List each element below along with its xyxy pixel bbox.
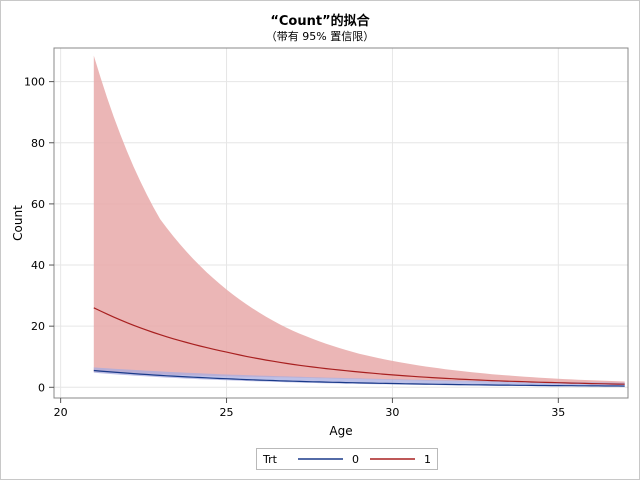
y-tick-label: 100 — [24, 76, 45, 89]
chart-title: “Count”的拟合 — [270, 14, 370, 29]
x-tick-label: 30 — [385, 406, 399, 419]
fit-lines — [93, 307, 625, 387]
y-axis-ticks: 0 20 40 60 80 100 — [24, 76, 54, 394]
legend — [256, 448, 438, 470]
legend-label-0: 0 — [352, 453, 359, 466]
y-tick-label: 20 — [31, 320, 45, 333]
y-tick-label: 80 — [31, 137, 45, 150]
y-tick-label: 0 — [38, 381, 45, 394]
chart-subtitle: （带有 95% 置信限） — [265, 30, 375, 43]
y-tick-label: 60 — [31, 198, 45, 211]
confidence-band-1 — [93, 55, 625, 385]
y-tick-label: 40 — [31, 259, 45, 272]
plot-border — [53, 47, 629, 399]
x-axis-ticks: 20 25 30 35 — [54, 398, 565, 419]
confidence-band-0 — [93, 367, 625, 387]
y-axis-label: Count — [11, 205, 25, 241]
x-tick-label: 25 — [220, 406, 234, 419]
legend-label-1: 1 — [424, 453, 431, 466]
fit-line-0 — [93, 369, 625, 387]
legend-title: Trt — [262, 453, 278, 466]
x-tick-label: 35 — [551, 406, 565, 419]
x-axis-label: Age — [329, 424, 352, 438]
confidence-bands — [93, 55, 625, 387]
fit-line-1 — [93, 307, 625, 385]
x-tick-label: 20 — [54, 406, 68, 419]
